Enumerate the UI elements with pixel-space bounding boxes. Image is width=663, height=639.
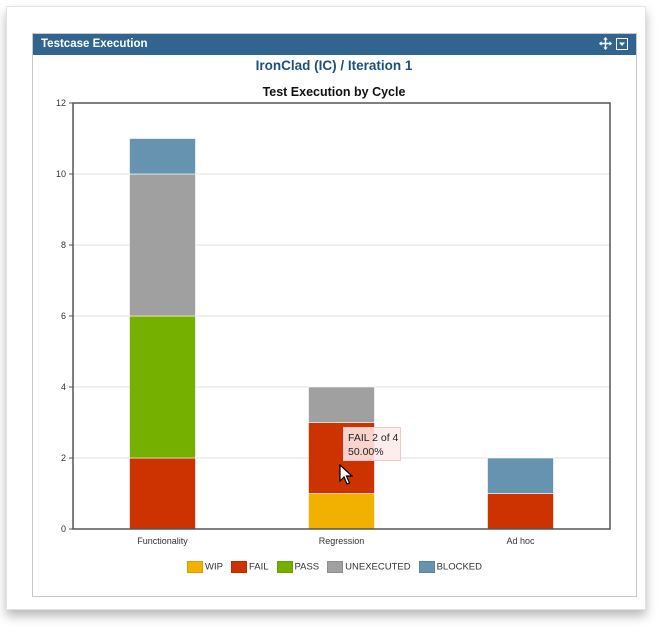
header-icons	[598, 37, 628, 55]
legend-swatch	[276, 561, 293, 573]
y-tick-label: 2	[61, 453, 66, 463]
tooltip-line-1: FAIL 2 of 4	[348, 432, 399, 444]
y-axis-ticks: 0 2 4 6 8 10 12	[56, 98, 73, 534]
y-tick-label: 10	[56, 169, 66, 179]
chart-legend: WIP FAIL PASS UNEXECUTED BLOCKED	[33, 561, 636, 573]
bar-segment-wip[interactable]	[308, 493, 375, 530]
y-tick-label: 12	[56, 98, 66, 108]
testcase-execution-gadget: Testcase Execution IronClad	[32, 33, 637, 597]
bar-segment-unexecuted[interactable]	[129, 173, 196, 317]
chart-area: IronClad (IC) / Iteration 1 Test Executi…	[33, 34, 636, 564]
project-title: IronClad (IC) / Iteration 1	[256, 58, 413, 73]
bar-segment-blocked[interactable]	[487, 457, 554, 494]
dropdown-icon[interactable]	[616, 37, 628, 55]
legend-item-pass[interactable]: PASS	[276, 561, 320, 573]
stacked-bar-chart: IronClad (IC) / Iteration 1 Test Executi…	[56, 58, 611, 546]
chart-title: Test Execution by Cycle	[263, 85, 406, 99]
y-tick-label: 6	[61, 311, 66, 321]
bar-tooltip: FAIL 2 of 4 50.00%	[343, 427, 401, 461]
y-tick-label: 0	[61, 524, 66, 534]
bar-segment-blocked[interactable]	[129, 138, 196, 175]
legend-label: UNEXECUTED	[345, 561, 411, 573]
x-tick-label: Ad hoc	[506, 536, 535, 546]
x-tick-label: Regression	[319, 536, 365, 546]
x-axis-ticks: Functionality Regression Ad hoc	[137, 536, 535, 546]
move-icon[interactable]	[598, 37, 612, 55]
bar-segment-fail[interactable]	[487, 493, 554, 530]
legend-swatch	[327, 561, 344, 573]
legend-item-blocked[interactable]: BLOCKED	[418, 561, 482, 573]
tooltip-line-2: 50.00%	[348, 446, 384, 458]
legend-item-unexecuted[interactable]: UNEXECUTED	[327, 561, 411, 573]
legend-label: FAIL	[248, 561, 269, 573]
legend-item-fail[interactable]: FAIL	[230, 561, 269, 573]
bar-segment-fail[interactable]	[129, 457, 196, 530]
y-tick-label: 8	[61, 240, 66, 250]
y-tick-label: 4	[61, 382, 66, 392]
mouse-pointer-icon	[339, 463, 354, 491]
gadget-header: Testcase Execution	[33, 34, 636, 55]
legend-swatch	[187, 561, 203, 573]
card-frame: Testcase Execution IronClad	[6, 6, 646, 610]
x-tick-label: Functionality	[137, 536, 188, 546]
gadget-title: Testcase Execution	[41, 38, 148, 50]
legend-item-wip[interactable]: WIP	[187, 561, 223, 573]
bar-segment-pass[interactable]	[129, 315, 196, 459]
bar-segment-unexecuted[interactable]	[308, 386, 375, 423]
legend-label: BLOCKED	[436, 561, 482, 573]
legend-swatch	[418, 561, 435, 573]
legend-label: WIP	[205, 561, 223, 573]
legend-label: PASS	[294, 561, 320, 573]
legend-swatch	[230, 561, 247, 573]
